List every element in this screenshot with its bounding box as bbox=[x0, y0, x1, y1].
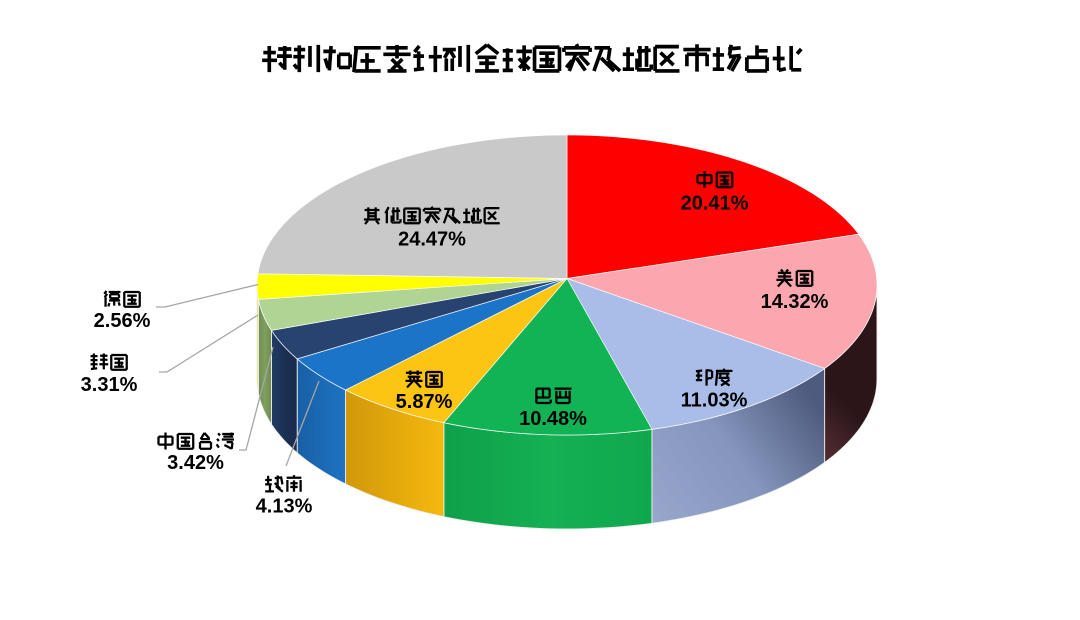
svg-text:14.32%: 14.32% bbox=[761, 291, 829, 313]
svg-text:2.56%: 2.56% bbox=[94, 310, 151, 332]
svg-text:24.47%: 24.47% bbox=[398, 229, 466, 251]
svg-text:11.03%: 11.03% bbox=[681, 390, 748, 412]
svg-text:5.87%: 5.87% bbox=[396, 391, 453, 413]
svg-text:3.42%: 3.42% bbox=[167, 452, 224, 474]
svg-text:10.48%: 10.48% bbox=[519, 408, 587, 430]
svg-text:4.13%: 4.13% bbox=[256, 496, 313, 518]
svg-text:3.31%: 3.31% bbox=[81, 374, 138, 396]
svg-text:20.41%: 20.41% bbox=[681, 193, 749, 215]
